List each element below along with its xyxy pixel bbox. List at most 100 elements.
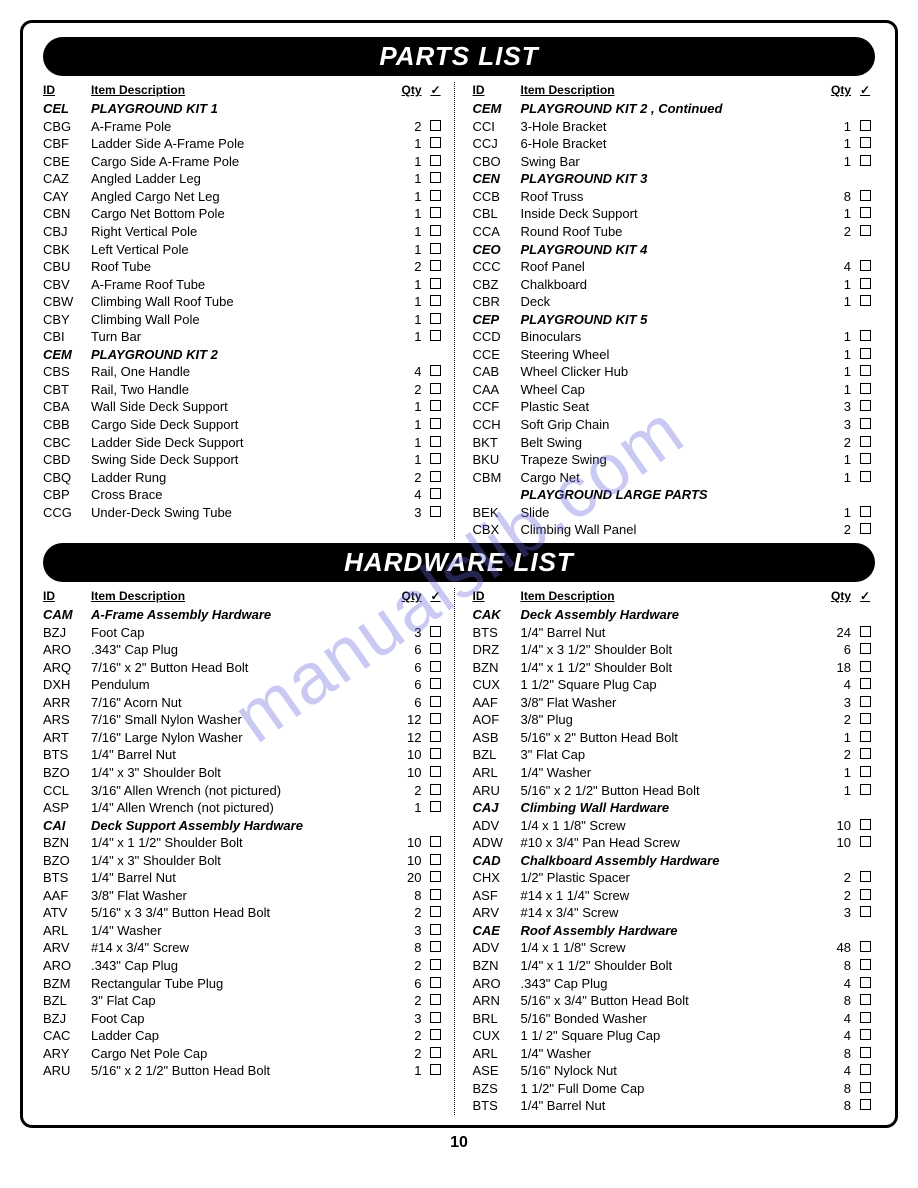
- cell-qty: 2: [394, 957, 426, 975]
- checkbox-icon[interactable]: [860, 678, 871, 689]
- checkbox-icon[interactable]: [430, 278, 441, 289]
- cell-id: CBT: [43, 381, 91, 399]
- checkbox-icon[interactable]: [860, 400, 871, 411]
- checkbox-icon[interactable]: [430, 1029, 441, 1040]
- checkbox-icon[interactable]: [860, 436, 871, 447]
- checkbox-icon[interactable]: [860, 1012, 871, 1023]
- checkbox-icon[interactable]: [860, 994, 871, 1005]
- checkbox-icon[interactable]: [430, 155, 441, 166]
- cell-qty: 8: [823, 1097, 855, 1115]
- checkbox-icon[interactable]: [860, 1082, 871, 1093]
- cell-checkbox: [855, 469, 875, 487]
- checkbox-icon[interactable]: [860, 190, 871, 201]
- checkbox-icon[interactable]: [430, 243, 441, 254]
- checkbox-icon[interactable]: [430, 383, 441, 394]
- cell-id: BZN: [43, 834, 91, 852]
- checkbox-icon[interactable]: [860, 836, 871, 847]
- checkbox-icon[interactable]: [430, 661, 441, 672]
- checkbox-icon[interactable]: [860, 1064, 871, 1075]
- checkbox-icon[interactable]: [430, 696, 441, 707]
- checkbox-icon[interactable]: [430, 994, 441, 1005]
- checkbox-icon[interactable]: [430, 225, 441, 236]
- checkbox-icon[interactable]: [430, 506, 441, 517]
- checkbox-icon[interactable]: [860, 471, 871, 482]
- checkbox-icon[interactable]: [860, 626, 871, 637]
- checkbox-icon[interactable]: [860, 643, 871, 654]
- checkbox-icon[interactable]: [430, 418, 441, 429]
- checkbox-icon[interactable]: [860, 120, 871, 131]
- checkbox-icon[interactable]: [430, 959, 441, 970]
- checkbox-icon[interactable]: [860, 330, 871, 341]
- checkbox-icon[interactable]: [860, 977, 871, 988]
- checkbox-icon[interactable]: [860, 959, 871, 970]
- checkbox-icon[interactable]: [430, 207, 441, 218]
- checkbox-icon[interactable]: [430, 854, 441, 865]
- checkbox-icon[interactable]: [430, 871, 441, 882]
- checkbox-icon[interactable]: [430, 436, 441, 447]
- checkbox-icon[interactable]: [430, 678, 441, 689]
- checkbox-icon[interactable]: [860, 941, 871, 952]
- checkbox-icon[interactable]: [430, 330, 441, 341]
- checkbox-icon[interactable]: [430, 120, 441, 131]
- checkbox-icon[interactable]: [430, 488, 441, 499]
- checkbox-icon[interactable]: [430, 906, 441, 917]
- checkbox-icon[interactable]: [860, 906, 871, 917]
- checkbox-icon[interactable]: [860, 453, 871, 464]
- checkbox-icon[interactable]: [860, 871, 871, 882]
- checkbox-icon[interactable]: [430, 1047, 441, 1058]
- checkbox-icon[interactable]: [430, 137, 441, 148]
- checkbox-icon[interactable]: [860, 661, 871, 672]
- checkbox-icon[interactable]: [430, 453, 441, 464]
- cell-qty: 1: [823, 118, 855, 136]
- checkbox-icon[interactable]: [430, 313, 441, 324]
- checkbox-icon[interactable]: [430, 766, 441, 777]
- checkbox-icon[interactable]: [860, 696, 871, 707]
- checkbox-icon[interactable]: [430, 836, 441, 847]
- checkbox-icon[interactable]: [430, 731, 441, 742]
- checkbox-icon[interactable]: [860, 713, 871, 724]
- checkbox-icon[interactable]: [860, 889, 871, 900]
- checkbox-icon[interactable]: [430, 784, 441, 795]
- checkbox-icon[interactable]: [430, 172, 441, 183]
- checkbox-icon[interactable]: [430, 365, 441, 376]
- checkbox-icon[interactable]: [860, 731, 871, 742]
- checkbox-icon[interactable]: [430, 471, 441, 482]
- checkbox-icon[interactable]: [430, 260, 441, 271]
- checkbox-icon[interactable]: [430, 1064, 441, 1075]
- checkbox-icon[interactable]: [860, 137, 871, 148]
- checkbox-icon[interactable]: [860, 1029, 871, 1040]
- checkbox-icon[interactable]: [860, 295, 871, 306]
- checkbox-icon[interactable]: [430, 1012, 441, 1023]
- cell-checkbox: [426, 904, 446, 922]
- checkbox-icon[interactable]: [860, 260, 871, 271]
- checkbox-icon[interactable]: [430, 889, 441, 900]
- checkbox-icon[interactable]: [860, 819, 871, 830]
- checkbox-icon[interactable]: [430, 801, 441, 812]
- checkbox-icon[interactable]: [430, 977, 441, 988]
- checkbox-icon[interactable]: [860, 278, 871, 289]
- checkbox-icon[interactable]: [430, 190, 441, 201]
- checkbox-icon[interactable]: [860, 207, 871, 218]
- checkbox-icon[interactable]: [860, 766, 871, 777]
- checkbox-icon[interactable]: [860, 418, 871, 429]
- checkbox-icon[interactable]: [430, 713, 441, 724]
- checkbox-icon[interactable]: [860, 383, 871, 394]
- checkbox-icon[interactable]: [860, 523, 871, 534]
- checkbox-icon[interactable]: [860, 1099, 871, 1110]
- checkbox-icon[interactable]: [860, 506, 871, 517]
- checkbox-icon[interactable]: [860, 225, 871, 236]
- checkbox-icon[interactable]: [860, 155, 871, 166]
- checkbox-icon[interactable]: [430, 748, 441, 759]
- cell-id: CAE: [473, 922, 521, 940]
- checkbox-icon[interactable]: [860, 748, 871, 759]
- checkbox-icon[interactable]: [860, 784, 871, 795]
- checkbox-icon[interactable]: [860, 348, 871, 359]
- checkbox-icon[interactable]: [430, 643, 441, 654]
- checkbox-icon[interactable]: [430, 400, 441, 411]
- checkbox-icon[interactable]: [430, 295, 441, 306]
- checkbox-icon[interactable]: [430, 626, 441, 637]
- checkbox-icon[interactable]: [430, 941, 441, 952]
- checkbox-icon[interactable]: [860, 365, 871, 376]
- checkbox-icon[interactable]: [860, 1047, 871, 1058]
- checkbox-icon[interactable]: [430, 924, 441, 935]
